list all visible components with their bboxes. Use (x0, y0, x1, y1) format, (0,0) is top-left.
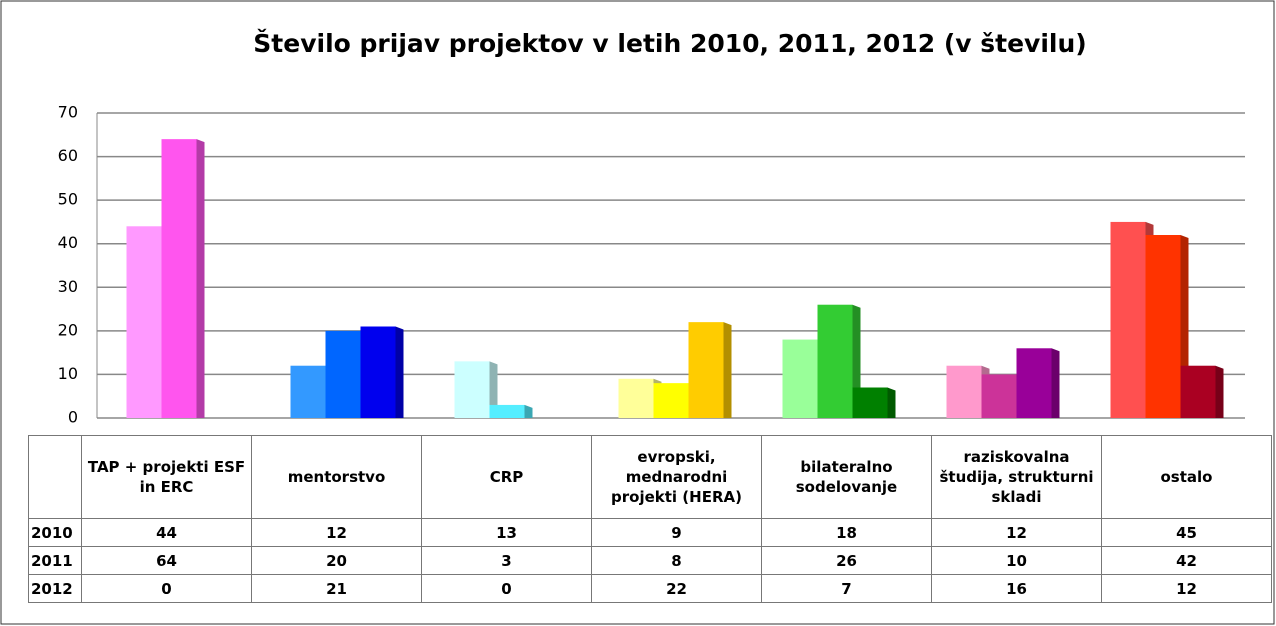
y-tick-label: 60 (58, 146, 78, 165)
bar-side (196, 139, 205, 418)
bar-side (1051, 348, 1060, 418)
bar-side (887, 387, 896, 418)
bar (618, 378, 654, 418)
y-tick-label: 20 (58, 320, 78, 339)
bar (290, 365, 326, 418)
series-name: 2011 (28, 546, 82, 575)
category-label: evropski, mednarodni projekti (HERA) (591, 435, 762, 519)
value-cell: 0 (81, 574, 252, 603)
bar (126, 226, 162, 418)
category-label: bilateralno sodelovanje (761, 435, 932, 519)
value-cell: 9 (591, 518, 762, 547)
value-cell: 22 (591, 574, 762, 603)
value-cell: 45 (1101, 518, 1272, 547)
bar (653, 383, 689, 418)
value-cell: 3 (421, 546, 592, 575)
bar (688, 322, 724, 418)
bar (1180, 365, 1216, 418)
category-label: mentorstvo (251, 435, 422, 519)
table-row: 2012 0 21 0 22 7 16 12 (28, 574, 1272, 603)
bar (946, 365, 982, 418)
bar-side (1215, 365, 1224, 418)
bar (489, 404, 525, 418)
bar-side (524, 404, 533, 418)
category-label: TAP + projekti ESF in ERC (81, 435, 252, 519)
table-header-row: TAP + projekti ESF in ERC mentorstvo CRP ev… (28, 435, 1272, 519)
value-cell: 12 (931, 518, 1102, 547)
category-label: raziskovalna študija, strukturni skladi (931, 435, 1102, 519)
value-cell: 21 (251, 574, 422, 603)
value-cell: 64 (81, 546, 252, 575)
y-tick-label: 30 (58, 277, 78, 296)
category-label: CRP (421, 435, 592, 519)
y-tick-label: 0 (68, 408, 78, 427)
bar (1110, 221, 1146, 418)
value-cell: 42 (1101, 546, 1272, 575)
bar (1016, 348, 1052, 418)
value-cell: 12 (1101, 574, 1272, 603)
value-cell: 13 (421, 518, 592, 547)
bar (454, 361, 490, 418)
y-tick-label: 10 (58, 364, 78, 383)
value-cell: 16 (931, 574, 1102, 603)
series-name: 2012 (28, 574, 82, 603)
value-cell: 8 (591, 546, 762, 575)
chart-title: Število prijav projektov v letih 2010, 2… (253, 28, 1086, 58)
table-row: 2011 64 20 3 8 26 10 42 (28, 546, 1272, 575)
bar (325, 330, 361, 418)
data-table: TAP + projekti ESF in ERC mentorstvo CRP ev… (28, 435, 1272, 603)
value-cell: 0 (421, 574, 592, 603)
bar (817, 304, 853, 418)
bar (852, 387, 888, 418)
value-cell: 7 (761, 574, 932, 603)
bar-side (489, 361, 498, 418)
y-tick-label: 70 (58, 103, 78, 122)
bar (360, 326, 396, 418)
series-name: 2010 (28, 518, 82, 547)
bar-side (395, 326, 404, 418)
value-cell: 12 (251, 518, 422, 547)
value-cell: 44 (81, 518, 252, 547)
bar (981, 374, 1017, 418)
bar (1145, 235, 1181, 418)
value-cell: 18 (761, 518, 932, 547)
value-cell: 26 (761, 546, 932, 575)
y-tick-label: 40 (58, 233, 78, 252)
y-tick-label: 50 (58, 190, 78, 209)
bar-side (723, 322, 732, 418)
bar (161, 139, 197, 418)
bar (782, 339, 818, 418)
value-cell: 20 (251, 546, 422, 575)
corner-cell (28, 435, 82, 519)
category-label: ostalo (1101, 435, 1272, 519)
value-cell: 10 (931, 546, 1102, 575)
table-row: 2010 44 12 13 9 18 12 45 (28, 518, 1272, 547)
